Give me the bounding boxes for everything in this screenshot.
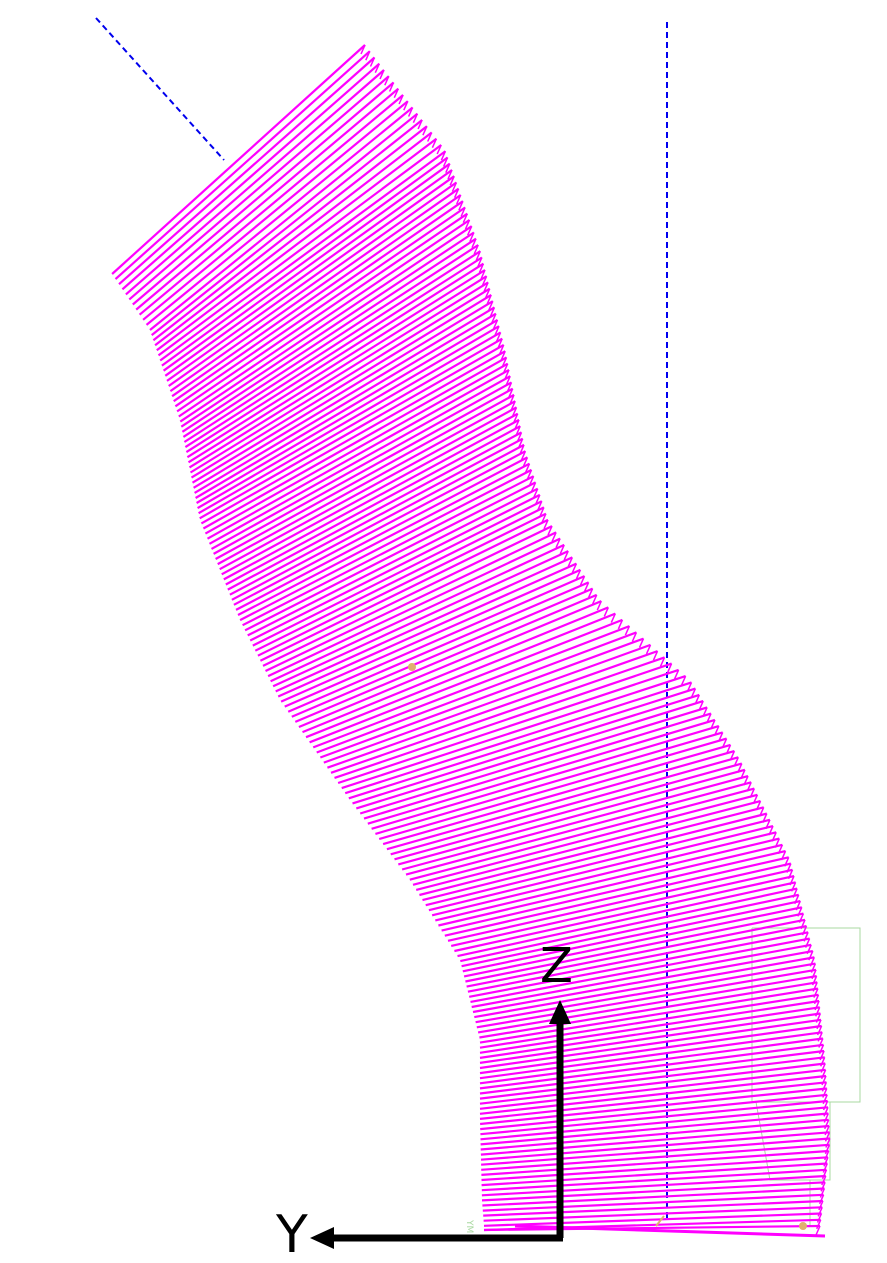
sweep-line	[435, 839, 779, 921]
sweep-line	[342, 676, 686, 788]
sweep-line	[477, 970, 816, 1028]
sweep-line	[253, 501, 542, 645]
y-axis-label: Y	[275, 1205, 308, 1259]
sweep-line	[157, 139, 437, 351]
marker-point-center	[408, 663, 416, 671]
sweep-line	[349, 689, 696, 799]
sweep-line	[353, 695, 700, 804]
sweep-line	[338, 670, 678, 783]
sweep-line	[177, 214, 467, 412]
sweep-line	[140, 95, 404, 315]
z-axis-label: Z	[540, 938, 573, 994]
sweep-line	[345, 682, 691, 793]
sweep-line	[480, 1064, 825, 1104]
sweep-line	[155, 133, 432, 346]
sweep-line	[133, 83, 394, 305]
sweep-line	[179, 220, 470, 417]
y-axis-arrowhead	[310, 1227, 334, 1249]
sweep-line	[174, 201, 463, 401]
sweep-line	[136, 89, 398, 310]
sweep-line	[185, 258, 482, 448]
sweep-line	[180, 226, 471, 421]
sweep-line	[476, 964, 816, 1023]
sweep-line	[438, 845, 782, 926]
sweep-lines	[112, 45, 830, 1236]
small-mark-label: YM	[464, 1219, 474, 1233]
marker-point-bottom-right	[799, 1222, 807, 1230]
sweep-line	[480, 1057, 825, 1098]
sweep-line	[432, 832, 776, 915]
guide-line-diagonal	[96, 18, 224, 160]
sweep-line	[175, 208, 465, 407]
